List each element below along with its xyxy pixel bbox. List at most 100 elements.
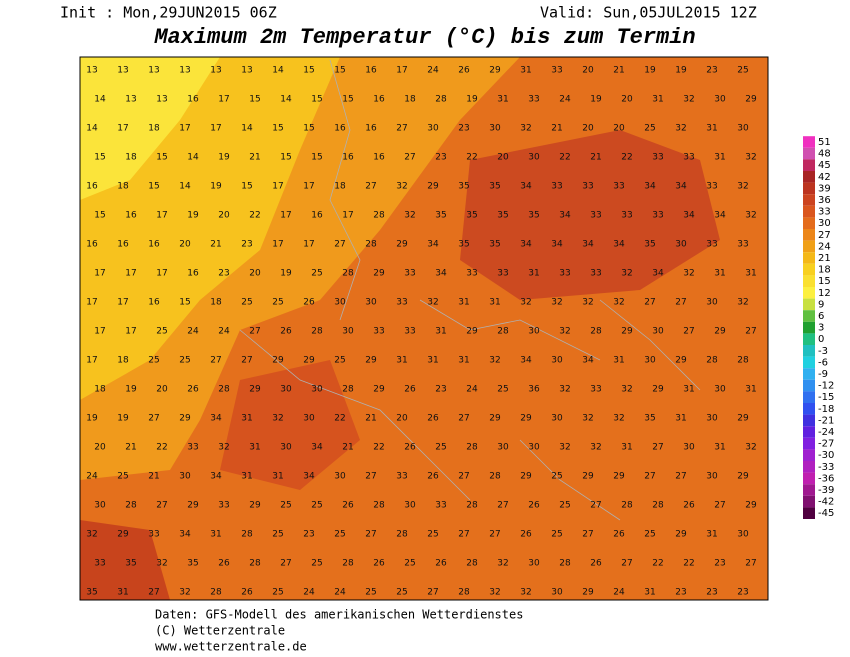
temperature-label: 32: [559, 327, 570, 337]
temperature-label: 17: [218, 95, 229, 105]
temperature-label: 33: [621, 211, 632, 221]
temperature-label: 18: [148, 124, 160, 134]
temperature-label: 15: [303, 66, 314, 76]
temperature-label: 24: [613, 588, 625, 598]
temperature-label: 19: [187, 211, 199, 221]
temperature-label: 29: [621, 327, 633, 337]
temperature-label: 24: [334, 588, 346, 598]
temperature-label: 31: [714, 443, 725, 453]
temperature-label: 16: [365, 124, 377, 134]
hot-zone: [220, 360, 360, 490]
temperature-label: 16: [125, 211, 137, 221]
temperature-label: 29: [272, 356, 284, 366]
temperature-label: 27: [396, 124, 407, 134]
temperature-label: 24: [427, 66, 439, 76]
temperature-label: 20: [249, 269, 261, 279]
temperature-label: 17: [303, 182, 314, 192]
temperature-label: 30: [737, 530, 749, 540]
temperature-label: 34: [644, 182, 656, 192]
temperature-label: 27: [334, 240, 345, 250]
temperature-label: 32: [582, 298, 593, 308]
temperature-label: 25: [241, 298, 252, 308]
temperature-label: 28: [218, 385, 230, 395]
temperature-label: 17: [86, 356, 97, 366]
temperature-label: 16: [365, 66, 377, 76]
temperature-label: 33: [652, 153, 663, 163]
legend-label: -42: [818, 497, 834, 508]
temperature-label: 25: [334, 356, 345, 366]
temperature-label: 33: [590, 211, 601, 221]
temperature-label: 25: [737, 66, 748, 76]
legend-label: -9: [818, 369, 828, 380]
map-area: [80, 57, 768, 600]
temperature-label: 20: [396, 414, 408, 424]
legend-label: 9: [818, 299, 824, 310]
temperature-label: 27: [745, 559, 756, 569]
temperature-label: 15: [156, 153, 167, 163]
temperature-label: 30: [551, 588, 563, 598]
temperature-label: 23: [706, 588, 717, 598]
legend-label: -15: [818, 392, 834, 403]
temperature-label: 19: [86, 414, 98, 424]
temperature-label: 20: [582, 124, 594, 134]
temperature-label: 19: [218, 153, 230, 163]
temperature-label: 28: [342, 385, 354, 395]
temperature-label: 27: [280, 559, 291, 569]
legend-swatch: [803, 391, 815, 403]
temperature-label: 28: [210, 588, 222, 598]
temperature-label: 32: [520, 124, 531, 134]
temperature-label: 30: [528, 327, 540, 337]
temperature-label: 17: [156, 269, 167, 279]
temperature-label: 16: [342, 153, 354, 163]
temperature-label: 25: [551, 530, 562, 540]
temperature-label: 31: [435, 327, 446, 337]
temperature-label: 21: [590, 153, 601, 163]
temperature-label: 15: [249, 95, 260, 105]
temperature-label: 30: [528, 443, 540, 453]
temperature-label: 32: [737, 298, 748, 308]
temperature-label: 24: [187, 327, 199, 337]
temperature-label: 28: [311, 327, 323, 337]
temperature-label: 29: [427, 182, 439, 192]
temperature-label: 30: [303, 414, 315, 424]
legend-swatch: [803, 368, 815, 380]
temperature-label: 35: [86, 588, 97, 598]
temperature-label: 31: [714, 153, 725, 163]
temperature-label: 22: [334, 414, 345, 424]
legend-swatch: [803, 252, 815, 264]
temperature-label: 33: [559, 269, 570, 279]
temperature-label: 32: [737, 182, 748, 192]
legend-label: 3: [818, 323, 824, 334]
temperature-label: 29: [675, 530, 687, 540]
temperature-label: 25: [497, 385, 508, 395]
legend-swatch: [803, 240, 815, 253]
temperature-label: 29: [613, 472, 625, 482]
temperature-label: 22: [559, 153, 570, 163]
legend-swatch: [803, 298, 815, 311]
temperature-label: 34: [652, 269, 664, 279]
temperature-label: 27: [644, 298, 655, 308]
temperature-label: 33: [94, 559, 105, 569]
temperature-label: 31: [497, 95, 508, 105]
temperature-label: 15: [94, 153, 105, 163]
temperature-label: 19: [590, 95, 602, 105]
temperature-label: 25: [435, 443, 446, 453]
legend-swatch: [803, 333, 815, 345]
temperature-label: 16: [187, 269, 199, 279]
temperature-label: 34: [714, 211, 726, 221]
legend-swatch: [803, 136, 815, 148]
temperature-label: 25: [365, 588, 376, 598]
temperature-label: 20: [497, 153, 509, 163]
temperature-label: 27: [427, 588, 438, 598]
temperature-label: 28: [241, 530, 253, 540]
temperature-label: 25: [404, 559, 415, 569]
temperature-label: 17: [86, 298, 97, 308]
temperature-label: 32: [745, 211, 756, 221]
temperature-label: 17: [179, 124, 190, 134]
temperature-label: 32: [497, 559, 508, 569]
temperature-label: 28: [497, 327, 509, 337]
temperature-label: 32: [621, 269, 632, 279]
temperature-label: 32: [745, 443, 756, 453]
temperature-label: 28: [466, 559, 478, 569]
